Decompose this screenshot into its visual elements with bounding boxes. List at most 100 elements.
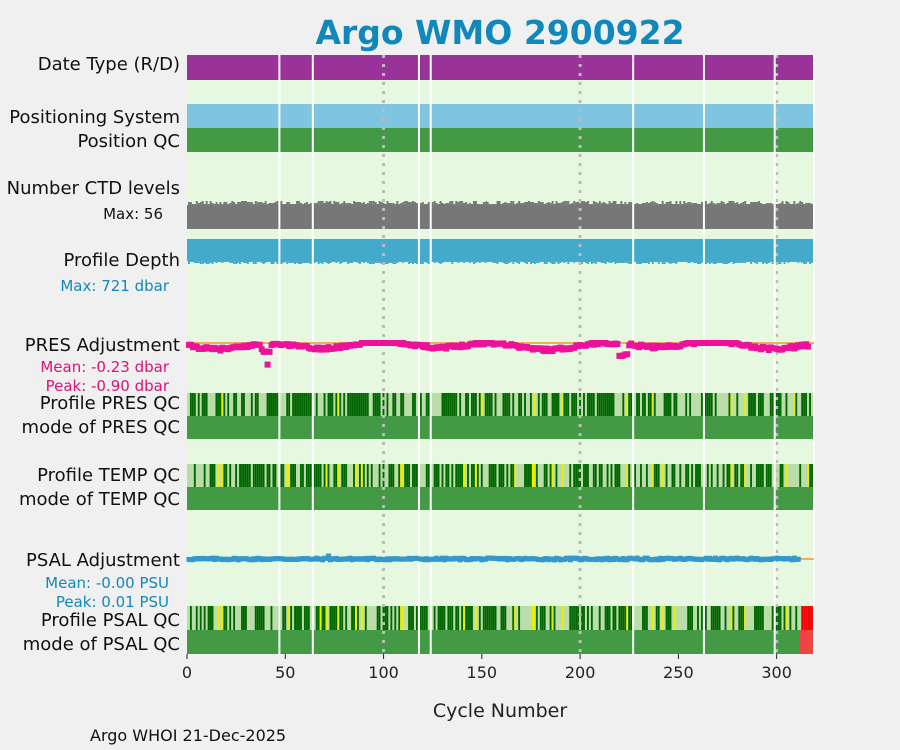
qc-stripe [276,393,279,416]
ctd-level-bar [512,201,515,205]
mode-qc-bad-stripe [799,630,802,654]
qc-stripe [412,606,414,630]
qc-stripe [315,393,318,416]
ctd-level-bar [309,203,312,205]
qc-stripe [801,606,804,630]
profile-depth-bar [264,261,267,263]
ctd-level-bar [638,204,641,205]
qc-stripe [728,464,731,487]
qc-stripe [471,606,473,630]
ctd-level-bar [761,204,764,205]
profile-depth-bar [376,261,379,263]
ctd-level-bar [706,204,709,205]
x-tick-label: 150 [467,663,498,682]
qc-stripe [425,464,428,487]
qc-stripe [712,606,715,630]
qc-stripe [274,393,277,416]
ctd-level-bar [303,203,306,205]
ctd-level-bar [516,203,519,205]
ctd-level-bar [606,204,609,205]
qc-stripe [697,606,699,630]
ctd-level-bar [681,204,684,205]
ctd-level-bar [740,203,743,205]
ctd-level-bar [642,203,644,205]
ctd-level-bar [205,201,208,205]
qc-stripe [243,606,245,630]
profile-depth-bar [596,261,599,262]
profile-depth-bar [510,261,513,262]
profile-depth-bar [610,261,613,263]
pres-adjustment-point [614,341,621,348]
qc-stripe [268,393,271,416]
ctd-level-bar [463,203,466,205]
profile-depth-bar [427,261,430,264]
ctd-level-bar [636,203,639,205]
ctd-level-bar [447,203,450,205]
qc-stripe [730,393,733,416]
qc-stripe [583,464,585,487]
ctd-level-bar [368,201,371,205]
qc-stripe [577,464,580,487]
qc-stripe [191,393,194,416]
ctd-level-bar [752,202,755,205]
qc-stripe [205,393,208,416]
ctd-level-bar [628,202,631,205]
profile-depth-bar [769,261,772,262]
ctd-level-bar [659,204,662,205]
ctd-level-bar [191,204,194,205]
qc-stripe [655,464,658,487]
qc-stripe [752,393,754,416]
ctd-level-bar [215,202,218,205]
qc-stripe [508,393,511,416]
qc-stripe [610,393,613,416]
qc-stripe [461,606,464,630]
stripes-profile-temp-qc [193,464,813,487]
ctd-level-bar [331,204,334,205]
profile-depth-bar [757,261,760,262]
qc-stripe [529,393,532,416]
qc-stripe [437,606,440,630]
x-axis-label: Cycle Number [433,700,567,722]
qc-stripe [207,606,210,630]
profile-depth-bar [276,261,279,264]
ctd-level-bar [467,204,470,205]
qc-stripe [520,393,523,416]
qc-stripe [189,393,192,416]
profile-depth-bar [343,261,346,262]
profile-depth-bar [457,261,460,263]
qc-stripe [225,606,228,630]
qc-stripe [779,606,782,630]
ctd-level-bar [360,203,363,205]
profile-depth-bar [431,261,434,262]
profile-depth-bar [484,261,487,263]
ctd-level-bar [372,201,375,205]
ctd-level-bar [691,203,694,205]
qc-stripe [294,606,296,630]
qc-stripe [754,606,756,630]
ctd-level-bar [504,202,507,205]
label-mode-pres-qc: mode of PRES QC [22,417,180,438]
qc-stripe [292,393,295,416]
ctd-level-bar [600,203,603,205]
profile-depth-bar [362,261,365,263]
profile-depth-bar [744,261,747,263]
ctd-level-bar [394,204,397,205]
ctd-level-bar [697,204,700,205]
qc-stripe [809,606,811,630]
qc-stripe [221,464,224,487]
profile-depth-bar [315,261,318,262]
qc-stripe [357,393,359,416]
ctd-level-bar [437,204,440,205]
qc-stripe [256,393,259,416]
qc-stripe [506,464,509,487]
qc-stripe [805,393,808,416]
qc-stripe [378,393,381,416]
qc-stripe [329,606,332,630]
qc-stripe [256,606,259,630]
ctd-level-bar [685,203,688,205]
qc-stripe [425,606,428,630]
profile-depth-bar [197,261,200,263]
ctd-level-bar [506,203,509,205]
ctd-level-bar [195,201,198,205]
ctd-level-bar [307,204,310,205]
